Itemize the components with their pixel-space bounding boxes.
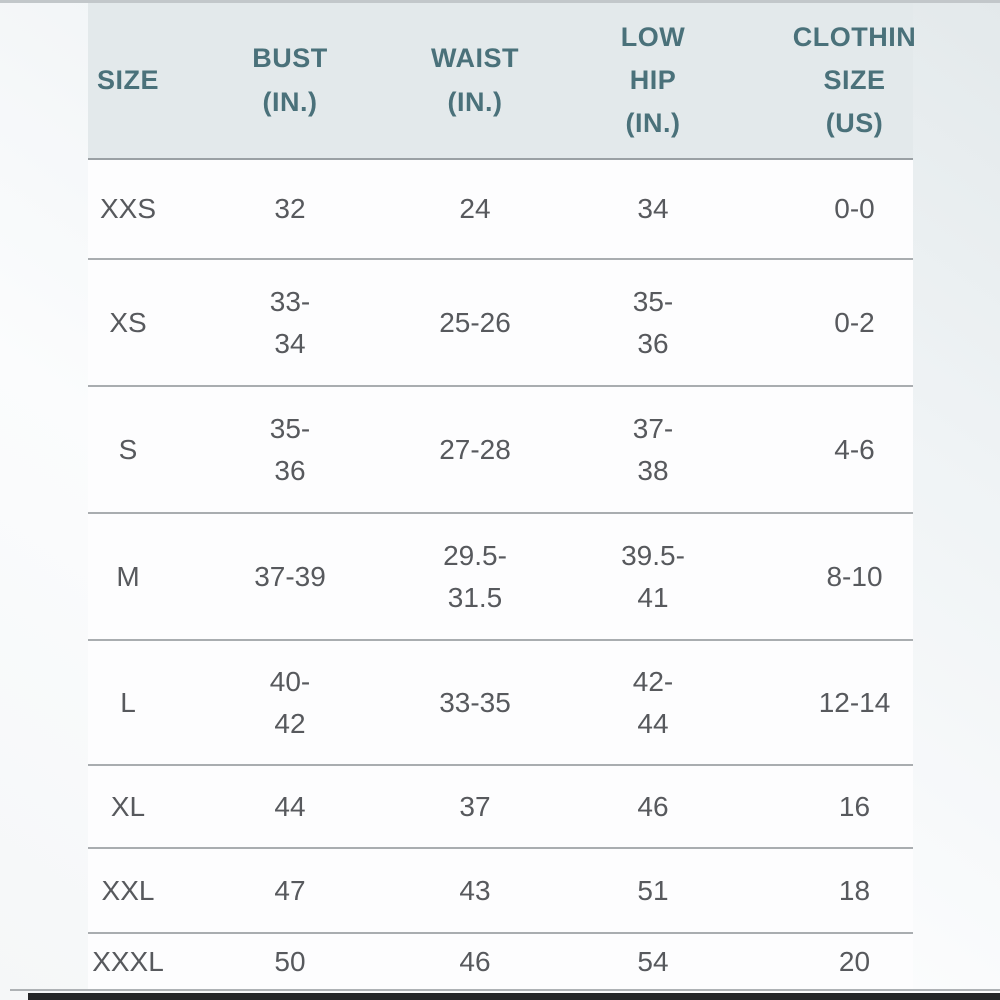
column-header-low-hip: LOW HIP (IN.) <box>620 21 686 139</box>
cell-low-hip: 39.5- 41 <box>621 539 685 613</box>
top-edge-line <box>0 0 1000 3</box>
cell-clothing-size: 12-14 <box>818 686 891 718</box>
table-row-xxl: XXL 47 43 51 18 <box>88 847 913 932</box>
cell-clothing-size: 18 <box>838 874 871 906</box>
cell-low-hip: 37- 38 <box>632 412 674 486</box>
table-row-m: M 37-39 29.5- 31.5 39.5- 41 8-10 <box>88 512 913 639</box>
cell-bust: 32 <box>274 193 306 224</box>
cell-low-hip: 34 <box>637 193 669 224</box>
cell-waist: 24 <box>459 193 491 224</box>
cell-waist: 25-26 <box>439 306 511 338</box>
cell-waist: 33-35 <box>439 686 511 718</box>
column-header-clothing-size: CLOTHIN SIZE (US) <box>792 21 917 139</box>
screenshot-bottom-edge-bar <box>28 993 1000 1000</box>
cell-clothing-size: 20 <box>838 946 871 977</box>
cell-size: XXS <box>99 193 157 224</box>
cell-size: XS <box>109 306 147 338</box>
cell-bust: 35- 36 <box>269 412 311 486</box>
cell-bust: 37-39 <box>254 560 326 592</box>
cell-waist: 46 <box>459 946 491 977</box>
cell-low-hip: 42- 44 <box>632 665 674 739</box>
cell-bust: 40- 42 <box>269 665 311 739</box>
cell-bust: 47 <box>274 874 306 906</box>
cell-low-hip: 54 <box>637 946 669 977</box>
table-row-s: S 35- 36 27-28 37- 38 4-6 <box>88 385 913 512</box>
cell-size: M <box>116 560 140 592</box>
table-row-xxs: XXS 32 24 34 0-0 <box>88 158 913 258</box>
cell-low-hip: 51 <box>637 874 669 906</box>
table-row-l: L 40- 42 33-35 42- 44 12-14 <box>88 639 913 764</box>
size-chart-table: SIZE BUST (IN.) WAIST (IN.) LOW HIP (IN.… <box>88 3 916 990</box>
cell-clothing-size: 8-10 <box>826 560 883 592</box>
table-header-row: SIZE BUST (IN.) WAIST (IN.) LOW HIP (IN.… <box>88 3 916 158</box>
table-bottom-border-line <box>10 989 1000 991</box>
column-header-bust: BUST (IN.) <box>252 43 328 117</box>
cell-bust: 50 <box>274 946 306 977</box>
cell-bust: 33- 34 <box>269 285 311 359</box>
table-row-xl: XL 44 37 46 16 <box>88 764 913 847</box>
cell-clothing-size: 16 <box>838 790 871 822</box>
cell-size: XXXL <box>92 946 164 977</box>
table-row-xxxl: XXXL 50 46 54 20 <box>88 932 913 990</box>
cell-waist: 37 <box>459 790 491 822</box>
cell-size: S <box>118 433 138 465</box>
cell-low-hip: 35- 36 <box>632 285 674 359</box>
cell-clothing-size: 0-0 <box>834 193 875 224</box>
cell-clothing-size: 0-2 <box>834 306 875 338</box>
cell-size: XXL <box>101 874 155 906</box>
cell-clothing-size: 4-6 <box>834 433 875 465</box>
table-row-xs: XS 33- 34 25-26 35- 36 0-2 <box>88 258 913 385</box>
cell-waist: 29.5- 31.5 <box>443 539 507 613</box>
cell-low-hip: 46 <box>637 790 669 822</box>
cell-size: XL <box>110 790 146 822</box>
column-header-size: SIZE <box>96 64 159 95</box>
cell-waist: 43 <box>459 874 491 906</box>
column-header-waist: WAIST (IN.) <box>431 43 519 117</box>
cell-bust: 44 <box>274 790 306 822</box>
cell-waist: 27-28 <box>439 433 511 465</box>
cell-size: L <box>120 686 136 718</box>
